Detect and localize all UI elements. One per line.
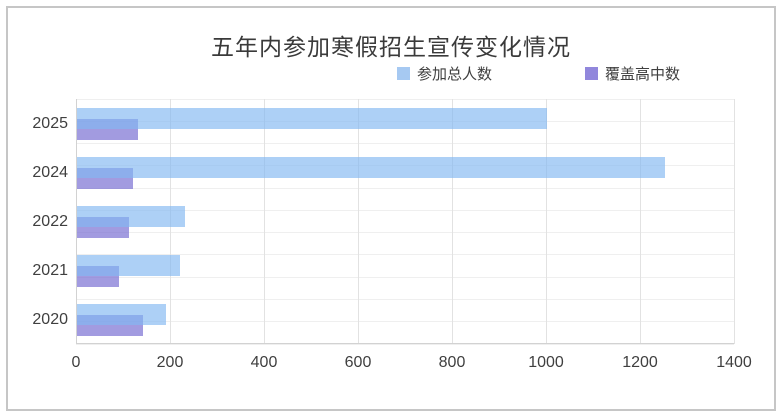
x-axis-tick-label: 200 xyxy=(156,354,184,371)
legend-label-schools: 覆盖高中数 xyxy=(605,66,681,83)
gridline-horizontal xyxy=(76,209,734,211)
gridline-horizontal xyxy=(76,187,734,189)
gridline-horizontal xyxy=(76,98,734,100)
x-axis-tick-label: 600 xyxy=(344,354,372,371)
x-axis-tick-label: 1200 xyxy=(622,354,658,371)
gridline-horizontal xyxy=(76,254,734,256)
plot-area xyxy=(76,98,735,345)
chart-panel: 五年内参加寒假招生宣传变化情况 参加总人数 覆盖高中数 2025 2024 2022… xyxy=(6,6,776,411)
x-axis-labels: 0 200 400 600 800 1000 1200 1400 xyxy=(72,354,752,374)
y-axis-line xyxy=(76,99,77,344)
bar-participants-2025 xyxy=(77,108,547,129)
gridline-vertical xyxy=(451,99,453,344)
bar-participants-2021 xyxy=(77,255,181,276)
y-axis-label: 2022 xyxy=(32,212,68,230)
bar-participants-2022 xyxy=(77,206,186,227)
legend-swatch-schools xyxy=(585,67,598,80)
chart-title: 五年内参加寒假招生宣传变化情况 xyxy=(211,34,571,60)
y-axis-label: 2024 xyxy=(32,163,68,181)
x-axis-tick-label: 1000 xyxy=(528,354,564,371)
bar-participants-2020 xyxy=(77,304,167,325)
gridline-horizontal xyxy=(76,232,734,234)
y-axis-labels: 2025 2024 2022 2021 2020 xyxy=(8,99,68,344)
gridline-vertical xyxy=(263,99,265,344)
legend-item-schools[interactable]: 覆盖高中数 xyxy=(585,63,680,84)
legend-swatch-participants xyxy=(397,67,410,80)
x-axis-tick-label: 0 xyxy=(71,354,81,371)
y-axis-label: 2020 xyxy=(32,310,68,328)
x-axis-line xyxy=(76,343,734,344)
legend-item-participants[interactable]: 参加总人数 xyxy=(397,63,492,84)
gridline-horizontal xyxy=(76,143,734,145)
y-axis-label: 2021 xyxy=(32,261,68,279)
bar-participants-2024 xyxy=(77,157,665,178)
gridline-horizontal xyxy=(76,343,734,345)
legend-label-participants: 参加总人数 xyxy=(417,66,493,83)
legend: 参加总人数 覆盖高中数 xyxy=(8,63,774,84)
gridline-vertical xyxy=(733,99,735,344)
gridline-horizontal xyxy=(76,276,734,278)
gridline-vertical xyxy=(545,99,547,344)
gridline-horizontal xyxy=(76,298,734,300)
x-axis-tick-label: 800 xyxy=(438,354,466,371)
x-axis-tick-label: 1400 xyxy=(716,354,752,371)
y-axis-label: 2025 xyxy=(32,114,68,132)
gridline-vertical xyxy=(639,99,641,344)
gridline-horizontal xyxy=(76,321,734,323)
gridline-vertical xyxy=(357,99,359,344)
x-axis-tick-label: 400 xyxy=(250,354,278,371)
